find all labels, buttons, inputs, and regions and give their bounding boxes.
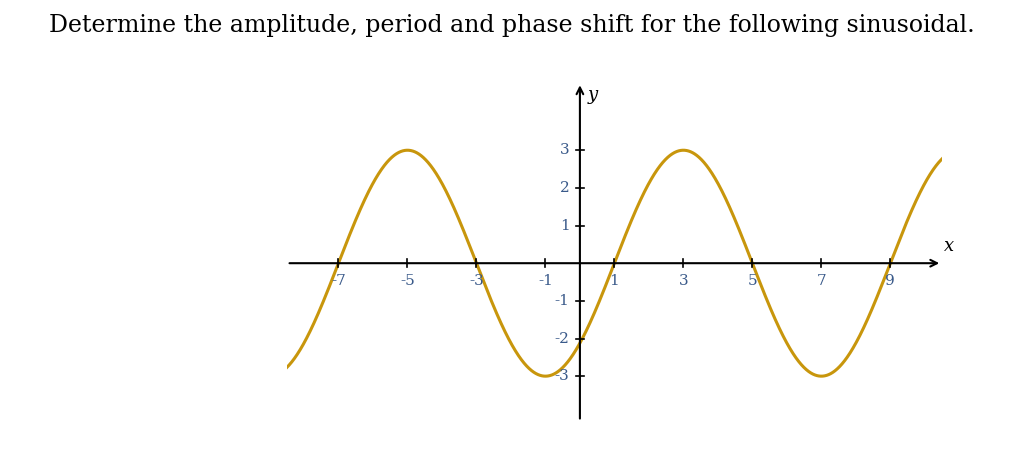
Text: 1: 1 — [609, 274, 620, 288]
Text: x: x — [944, 237, 954, 255]
Text: -3: -3 — [469, 274, 483, 288]
Text: -1: -1 — [555, 294, 569, 308]
Text: -1: -1 — [538, 274, 553, 288]
Text: -2: -2 — [555, 332, 569, 345]
Text: 7: 7 — [816, 274, 826, 288]
Text: 2: 2 — [560, 181, 569, 195]
Text: 5: 5 — [748, 274, 757, 288]
Text: -3: -3 — [555, 369, 569, 383]
Text: 3: 3 — [679, 274, 688, 288]
Text: y: y — [588, 86, 598, 104]
Text: 1: 1 — [560, 218, 569, 233]
Text: 9: 9 — [886, 274, 895, 288]
Text: Determine the amplitude, period and phase shift for the following sinusoidal.: Determine the amplitude, period and phas… — [49, 14, 975, 37]
Text: -7: -7 — [331, 274, 346, 288]
Text: -5: -5 — [400, 274, 415, 288]
Text: 3: 3 — [560, 143, 569, 157]
